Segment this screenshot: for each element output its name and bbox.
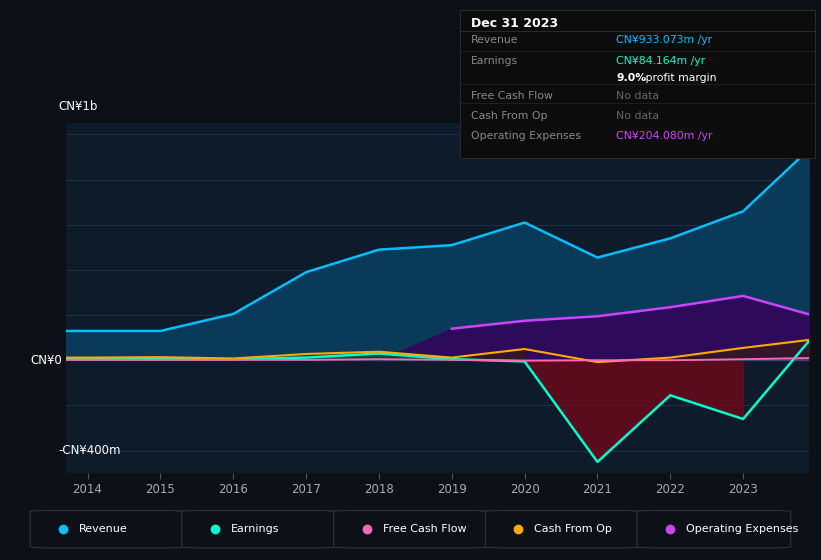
Text: Earnings: Earnings	[231, 524, 279, 534]
Text: CN¥0: CN¥0	[30, 354, 62, 367]
Text: Free Cash Flow: Free Cash Flow	[470, 91, 553, 101]
FancyBboxPatch shape	[637, 511, 791, 548]
Text: CN¥84.164m /yr: CN¥84.164m /yr	[617, 56, 705, 66]
FancyBboxPatch shape	[182, 511, 336, 548]
Text: Revenue: Revenue	[470, 35, 518, 45]
Text: CN¥933.073m /yr: CN¥933.073m /yr	[617, 35, 713, 45]
Text: No data: No data	[617, 111, 659, 120]
Text: profit margin: profit margin	[642, 73, 716, 83]
Text: Cash From Op: Cash From Op	[470, 111, 547, 120]
Text: Revenue: Revenue	[79, 524, 128, 534]
Text: Free Cash Flow: Free Cash Flow	[383, 524, 466, 534]
Text: CN¥204.080m /yr: CN¥204.080m /yr	[617, 130, 713, 141]
Text: Cash From Op: Cash From Op	[534, 524, 612, 534]
FancyBboxPatch shape	[485, 511, 639, 548]
Text: Operating Expenses: Operating Expenses	[470, 130, 580, 141]
Text: Operating Expenses: Operating Expenses	[686, 524, 798, 534]
Text: 9.0%: 9.0%	[617, 73, 646, 83]
FancyBboxPatch shape	[333, 511, 488, 548]
Text: No data: No data	[617, 91, 659, 101]
Text: -CN¥400m: -CN¥400m	[58, 444, 121, 457]
Text: CN¥1b: CN¥1b	[58, 100, 98, 113]
FancyBboxPatch shape	[30, 511, 184, 548]
Text: Dec 31 2023: Dec 31 2023	[470, 17, 557, 30]
Text: Earnings: Earnings	[470, 56, 518, 66]
